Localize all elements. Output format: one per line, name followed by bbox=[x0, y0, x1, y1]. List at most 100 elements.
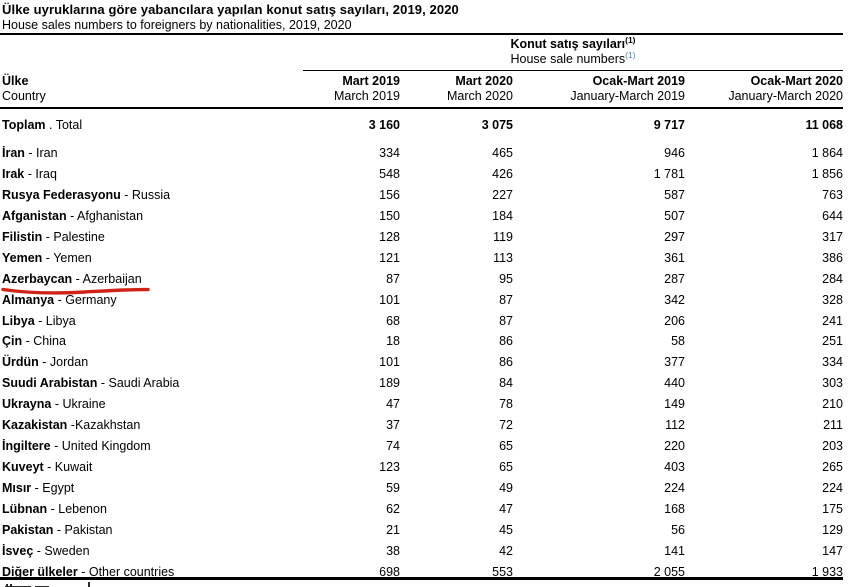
column-header-march-2019: Mart 2019 March 2019 bbox=[280, 74, 400, 104]
row-value: 220 bbox=[664, 439, 685, 454]
row-value: 58 bbox=[671, 334, 685, 349]
row-country-label: Rusya Federasyonu - Russia bbox=[2, 187, 171, 202]
row-value: 211 bbox=[823, 418, 843, 433]
row-value: 128 bbox=[379, 229, 400, 244]
footnote-marker-en: (1) bbox=[625, 49, 636, 60]
table-row: İngiltere - United Kingdom 74 65 220 203 bbox=[2, 436, 843, 457]
row-value: 56 bbox=[671, 522, 685, 537]
spanner-header-tr-text: Konut satış sayıları bbox=[510, 37, 626, 51]
row-value: 184 bbox=[492, 208, 513, 223]
column-header-jan-march-2020: Ocak-Mart 2020 January-March 2020 bbox=[685, 74, 843, 104]
row-country-label: Afganistan - Afghanistan bbox=[2, 208, 144, 223]
row-value: 334 bbox=[822, 355, 843, 370]
row-value: 206 bbox=[664, 313, 685, 328]
row-value: 72 bbox=[499, 418, 513, 433]
row-value: 328 bbox=[822, 292, 843, 307]
row-value: 251 bbox=[822, 334, 843, 349]
row-value: 42 bbox=[499, 543, 513, 558]
row-value: 284 bbox=[822, 271, 843, 286]
row-country-label: Suudi Arabistan - Saudi Arabia bbox=[2, 376, 180, 391]
page-title: Ülke uyruklarına göre yabancılara yapıla… bbox=[2, 2, 459, 17]
column-header-tr: Ocak-Mart 2020 bbox=[750, 74, 843, 88]
table-row: Azerbaycan - Azerbaijan 87 95 287 284 bbox=[2, 269, 843, 290]
column-header-en: January-March 2020 bbox=[728, 89, 843, 103]
row-value: 121 bbox=[379, 250, 400, 265]
row-value: 150 bbox=[379, 208, 400, 223]
row-value: 287 bbox=[664, 271, 685, 286]
row-value: 303 bbox=[822, 376, 843, 391]
row-value: 147 bbox=[822, 543, 843, 558]
column-header-en: March 2019 bbox=[333, 89, 400, 103]
column-header-en: January-March 2019 bbox=[570, 89, 685, 103]
row-value: 168 bbox=[664, 501, 685, 516]
row-value: 224 bbox=[664, 481, 685, 495]
row-value: 49 bbox=[499, 481, 513, 495]
table-row: Pakistan - Pakistan 21 45 56 129 bbox=[2, 520, 843, 541]
table-rows: Toplam . Total 3 160 3 075 9 717 11 068 İran … bbox=[2, 114, 843, 583]
row-value: 224 bbox=[822, 481, 843, 495]
row-value: 59 bbox=[386, 481, 400, 495]
table-row: Toplam . Total 3 160 3 075 9 717 11 068 bbox=[2, 114, 843, 137]
row-value: 68 bbox=[386, 313, 400, 328]
column-header-tr: Mart 2019 bbox=[342, 74, 400, 88]
row-value: 65 bbox=[499, 460, 513, 475]
row-value: 47 bbox=[499, 501, 513, 516]
table-bottom-rule bbox=[0, 577, 843, 580]
row-country-label: Çin - China bbox=[2, 334, 66, 349]
row-value: 87 bbox=[499, 313, 513, 328]
row-country-label: Kazakistan -Kazakhstan bbox=[2, 418, 141, 433]
table-row: Irak - Iraq 548 426 1 781 1 856 bbox=[2, 164, 843, 185]
table-row: Libya - Libya 68 87 206 241 bbox=[2, 311, 843, 332]
row-value: 87 bbox=[386, 271, 400, 286]
spanner-header-en-text: House sale numbers bbox=[510, 52, 626, 66]
column-header-country-en: Country bbox=[2, 89, 46, 103]
row-value: 241 bbox=[822, 313, 843, 328]
row-value: 86 bbox=[499, 355, 513, 370]
row-value: 101 bbox=[379, 355, 400, 370]
column-header-country-tr: Ülke bbox=[2, 74, 29, 88]
row-value: 62 bbox=[386, 501, 400, 516]
row-value: 175 bbox=[822, 501, 843, 516]
row-value: 317 bbox=[822, 229, 843, 244]
row-country-label: Yemen - Yemen bbox=[2, 250, 92, 265]
row-value: 297 bbox=[664, 229, 685, 244]
row-value: 1 781 bbox=[653, 166, 685, 181]
row-country-label: İran - Iran bbox=[2, 146, 58, 160]
table-row: Çin - China 18 86 58 251 bbox=[2, 331, 843, 352]
row-value: 84 bbox=[499, 376, 513, 391]
row-country-label: Ukrayna - Ukraine bbox=[2, 397, 106, 412]
row-value: 440 bbox=[664, 376, 685, 391]
row-value: 189 bbox=[379, 376, 400, 391]
row-country-label: İsveç - Sweden bbox=[2, 543, 90, 558]
row-country-label: Pakistan - Pakistan bbox=[2, 522, 113, 537]
column-header-en: March 2020 bbox=[446, 89, 513, 103]
title-divider-rule bbox=[0, 33, 843, 35]
column-header-row: Ülke Country Mart 2019 March 2019 Mart 2… bbox=[2, 74, 843, 104]
row-value: 21 bbox=[386, 522, 400, 537]
row-value: 426 bbox=[492, 166, 513, 181]
row-country-label: Mısır - Egypt bbox=[2, 481, 75, 495]
row-value: 9 717 bbox=[653, 118, 685, 132]
column-header-jan-march-2019: Ocak-Mart 2019 January-March 2019 bbox=[513, 74, 685, 104]
table-row: Kuveyt - Kuwait 123 65 403 265 bbox=[2, 457, 843, 478]
table-row: Kazakistan -Kazakhstan 37 72 112 211 bbox=[2, 415, 843, 436]
row-value: 11 068 bbox=[805, 118, 843, 132]
table-row: Almanya - Germany 101 87 342 328 bbox=[2, 290, 843, 311]
row-country-label: Libya - Libya bbox=[2, 313, 76, 328]
row-country-label: İngiltere - United Kingdom bbox=[2, 439, 151, 454]
table-row: Ürdün - Jordan 101 86 377 334 bbox=[2, 352, 843, 373]
row-value: 227 bbox=[492, 187, 513, 202]
row-value: 1 856 bbox=[811, 166, 843, 181]
table-row: Rusya Federasyonu - Russia 156 227 587 763 bbox=[2, 185, 843, 206]
row-country-label: Irak - Iraq bbox=[2, 166, 57, 181]
row-value: 946 bbox=[664, 146, 685, 160]
column-header-country: Ülke Country bbox=[2, 74, 280, 104]
row-value: 265 bbox=[822, 460, 843, 475]
table-row: Diğer ülkeler - Other countries 698 553 2 0… bbox=[2, 562, 843, 583]
row-value: 156 bbox=[379, 187, 400, 202]
row-value: 361 bbox=[664, 250, 685, 265]
row-value: 587 bbox=[664, 187, 685, 202]
row-value: 37 bbox=[386, 418, 400, 433]
row-country-label: Lübnan - Lebenon bbox=[2, 501, 107, 516]
